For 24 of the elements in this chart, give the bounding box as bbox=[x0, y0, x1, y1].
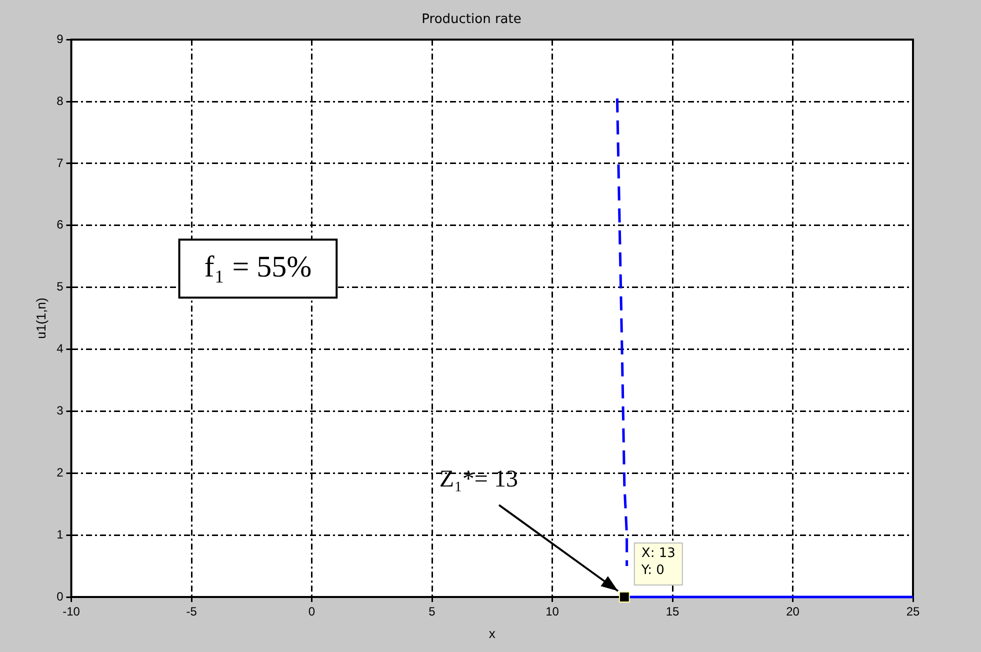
line-series bbox=[616, 97, 628, 568]
y-tick-label: 4 bbox=[56, 342, 64, 356]
y-tick-label: 7 bbox=[56, 156, 64, 170]
x-tick-label: 10 bbox=[546, 604, 560, 619]
x-tick-label: -10 bbox=[62, 604, 80, 619]
y-tick-label: 2 bbox=[56, 465, 64, 480]
y-tick-label: 6 bbox=[56, 218, 64, 232]
x-axis-title: x bbox=[488, 626, 496, 641]
y-tick-label: 0 bbox=[56, 589, 64, 604]
y-tick-label: 1 bbox=[56, 527, 64, 542]
y-tick-label: 9 bbox=[56, 32, 64, 46]
x-tick-label: 5 bbox=[428, 604, 436, 619]
annotation: X: 13 Y: 0 bbox=[640, 546, 676, 578]
chart-title: Production rate bbox=[422, 12, 522, 28]
x-tick-label: 0 bbox=[308, 604, 316, 619]
x-tick-label: 25 bbox=[906, 604, 920, 619]
y-axis-title: u1(1,n) bbox=[33, 298, 48, 339]
x-tick-label: 20 bbox=[786, 604, 800, 619]
x-tick-label: 15 bbox=[666, 604, 680, 619]
y-tick-label: 3 bbox=[56, 404, 64, 418]
y-tick-label: 5 bbox=[56, 280, 64, 294]
annotation: f₁ = 55% bbox=[204, 250, 312, 284]
y-tick-label: 8 bbox=[56, 94, 64, 108]
x-tick-label: -5 bbox=[186, 604, 198, 619]
